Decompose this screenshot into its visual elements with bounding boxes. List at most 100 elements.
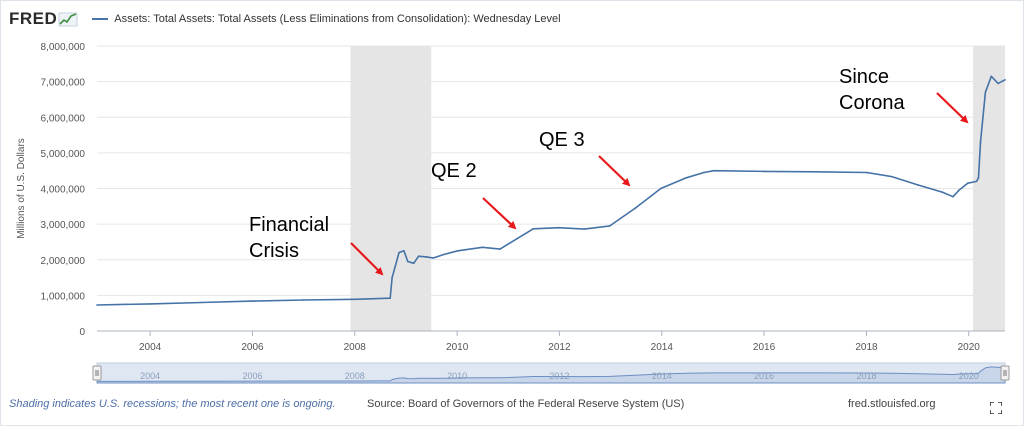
data-point <box>398 251 400 254</box>
x-tick-label: 2018 <box>855 342 878 353</box>
navigator-tick-label: 2018 <box>856 371 876 381</box>
navigator-handle-left[interactable] <box>92 365 102 381</box>
annotation-line: Since <box>839 66 889 88</box>
data-point <box>712 169 715 172</box>
annotation-line: QE 3 <box>539 129 585 151</box>
annotation-label: QE 3 <box>539 129 585 151</box>
x-tick-label: 2020 <box>958 342 981 353</box>
data-point <box>353 298 356 301</box>
annotation-label: QE 2 <box>431 160 477 182</box>
fred-logo[interactable]: FRED <box>9 9 78 29</box>
data-point <box>891 175 894 178</box>
data-point <box>1004 79 1006 81</box>
series-legend[interactable]: Assets: Total Assets: Total Assets (Less… <box>92 13 561 25</box>
data-point <box>966 182 969 184</box>
annotation-arrow <box>936 92 969 124</box>
data-point <box>407 260 409 263</box>
data-point <box>425 256 428 258</box>
annotation-arrow <box>598 155 631 187</box>
data-point <box>990 75 993 78</box>
data-point <box>685 177 688 179</box>
data-point <box>443 253 445 256</box>
data-point <box>389 297 391 300</box>
source-url[interactable]: fred.stlouisfed.org <box>848 398 936 410</box>
annotation-label: Financial Crisis <box>249 214 329 262</box>
data-point <box>481 246 484 249</box>
data-point <box>508 242 510 245</box>
series-line <box>96 75 1006 306</box>
navigator-tick-label: 2012 <box>549 371 569 381</box>
chart-header: FRED Assets: Total Assets: Total Assets … <box>9 7 561 31</box>
x-tick-label: 2014 <box>651 342 674 353</box>
navigator-tick-label: 2008 <box>345 371 365 381</box>
data-point <box>958 189 960 192</box>
recession-shading-note: Shading indicates U.S. recessions; the m… <box>9 398 336 410</box>
y-tick-label: 6,000,000 <box>41 113 86 124</box>
data-point <box>814 170 817 173</box>
data-point <box>763 170 766 173</box>
data-point <box>499 248 501 250</box>
legend-swatch <box>92 18 109 20</box>
data-point <box>865 171 868 174</box>
y-tick-label: 0 <box>79 327 85 338</box>
data-point <box>200 301 203 304</box>
source-note: Source: Board of Governors of the Federa… <box>367 398 685 410</box>
y-tick-label: 8,000,000 <box>41 42 86 53</box>
data-point <box>403 250 405 252</box>
data-point <box>412 262 415 265</box>
data-point <box>952 195 954 198</box>
y-tick-label: 4,000,000 <box>41 185 86 196</box>
data-point <box>941 191 944 193</box>
y-tick-label: 7,000,000 <box>41 78 86 89</box>
legend-label: Assets: Total Assets: Total Assets (Less… <box>114 13 561 25</box>
y-tick-label: 1,000,000 <box>41 291 86 302</box>
x-tick-label: 2016 <box>753 342 776 353</box>
navigator-handle-right[interactable] <box>1000 365 1010 381</box>
data-point <box>391 276 393 279</box>
annotation-line: Corona <box>839 92 905 114</box>
annotation-line: Crisis <box>249 240 299 262</box>
fred-logo-text: FRED <box>9 9 58 28</box>
x-tick-label: 2008 <box>344 342 367 353</box>
x-tick-label: 2012 <box>548 342 571 353</box>
y-tick-label: 2,000,000 <box>41 256 86 267</box>
data-point <box>997 82 999 85</box>
data-point <box>417 255 420 257</box>
data-point <box>984 91 987 94</box>
navigator-tick-label: 2014 <box>652 371 672 381</box>
navigator-series-area <box>96 366 1006 384</box>
data-point <box>660 187 662 190</box>
data-point <box>583 228 586 230</box>
chart-canvas[interactable]: 0 1,000,000 2,000,000 3,000,000 4,000,000 5,0… <box>1 1 1023 393</box>
annotation-label: Since Corona <box>839 66 905 114</box>
range-navigator[interactable]: 2004 2006 2008 2010 2012 2014 2016 2018 2020 <box>92 362 1010 384</box>
data-point <box>457 250 459 252</box>
navigator-tick-label: 2016 <box>754 371 774 381</box>
data-point <box>703 171 705 174</box>
annotation-arrow <box>482 197 517 230</box>
fullscreen-icon[interactable] <box>990 402 1002 414</box>
data-point <box>394 266 396 268</box>
fred-chart-icon <box>58 12 78 27</box>
navigator-tick-label: 2006 <box>242 371 262 381</box>
navigator-tick-label: 2010 <box>447 371 467 381</box>
data-point <box>149 303 151 305</box>
data-point <box>977 177 980 179</box>
annotation-line: Financial <box>249 214 329 236</box>
data-point <box>251 300 254 302</box>
annotation-line: QE 2 <box>431 160 477 182</box>
annotation-arrow <box>350 242 384 276</box>
y-tick-label: 3,000,000 <box>41 220 86 231</box>
data-point <box>979 141 982 143</box>
data-point <box>96 304 98 306</box>
data-point <box>302 299 305 301</box>
data-point <box>975 180 978 183</box>
navigator-tick-label: 2020 <box>959 371 979 381</box>
data-point <box>634 207 637 209</box>
data-point <box>609 225 611 227</box>
data-point <box>916 184 919 186</box>
x-tick-label: 2006 <box>241 342 264 353</box>
navigator-tick-label: 2004 <box>140 371 160 381</box>
data-point <box>432 257 435 259</box>
